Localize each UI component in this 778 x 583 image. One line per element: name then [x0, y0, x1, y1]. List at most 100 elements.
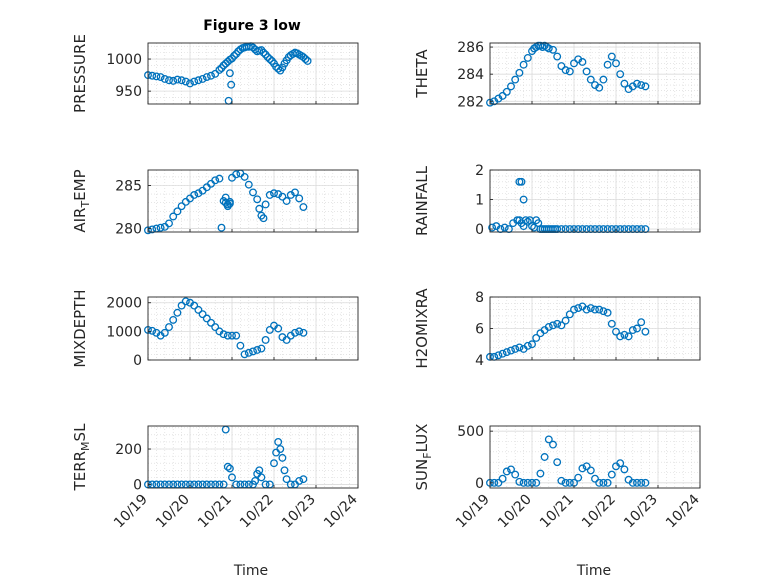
- data-point: [221, 193, 230, 202]
- data-point: [207, 318, 215, 327]
- data-point: [228, 473, 236, 482]
- data-point: [295, 194, 304, 203]
- data-point: [190, 191, 199, 199]
- data-point: [511, 345, 520, 353]
- y-tick-label: 1: [475, 193, 484, 209]
- data-point: [561, 316, 570, 325]
- y-tick-label: 200: [115, 442, 142, 458]
- data-point: [291, 328, 299, 337]
- data-point: [557, 62, 566, 70]
- data-point: [190, 77, 199, 86]
- data-point: [574, 473, 583, 482]
- data-point: [507, 346, 515, 355]
- data-point: [561, 478, 570, 487]
- plot-area: [490, 426, 700, 488]
- data-point: [249, 188, 257, 197]
- axes-box: [489, 169, 701, 233]
- data-point: [190, 301, 199, 310]
- data-point: [603, 478, 612, 487]
- subplot-mixdepth: 0 1000 2000 MIXDEPTH: [71, 289, 359, 369]
- data-point: [523, 478, 532, 487]
- data-point: [620, 465, 629, 474]
- data-point: [251, 476, 260, 485]
- data-point: [223, 331, 232, 340]
- data-point: [181, 77, 190, 86]
- subplot-air-temp: 280 285 AIRTEMP: [71, 169, 359, 238]
- x-axis-label-right: Time: [576, 563, 611, 579]
- data-point: [641, 327, 650, 336]
- data-point: [561, 66, 570, 75]
- data-point: [549, 440, 557, 449]
- data-point: [574, 304, 583, 312]
- data-point: [257, 344, 266, 353]
- data-point: [519, 478, 528, 487]
- data-point: [620, 330, 629, 339]
- y-tick-label: 2000: [106, 296, 142, 312]
- data-point: [628, 478, 637, 487]
- data-point: [595, 478, 604, 487]
- data-point: [265, 325, 274, 334]
- data-point: [570, 59, 578, 68]
- data-point: [274, 64, 283, 73]
- y-axis-label: AIRTEMP: [71, 169, 92, 232]
- data-point: [633, 478, 641, 487]
- y-tick-label: 0: [133, 353, 142, 369]
- data-point: [500, 223, 509, 232]
- data-point: [498, 474, 507, 483]
- data-point: [215, 66, 224, 74]
- y-tick-label: 280: [115, 222, 142, 238]
- y-axis-label: SUNFLUX: [413, 424, 434, 491]
- data-point: [620, 79, 629, 88]
- data-point: [202, 314, 211, 323]
- data-point: [616, 70, 625, 79]
- data-point: [586, 304, 595, 312]
- data-point: [253, 195, 262, 204]
- data-point: [528, 340, 536, 349]
- data-point: [211, 176, 220, 185]
- data-point: [586, 75, 595, 84]
- data-point: [511, 75, 520, 84]
- data-point: [536, 469, 545, 478]
- data-point: [274, 324, 283, 333]
- data-point: [633, 324, 641, 333]
- data-point: [607, 470, 616, 479]
- data-point: [515, 343, 524, 352]
- data-point: [603, 308, 612, 317]
- data-point: [578, 58, 587, 66]
- y-tick-label: 8: [475, 290, 484, 306]
- data-point: [544, 44, 553, 53]
- data-point: [586, 466, 595, 475]
- data-point: [215, 174, 224, 183]
- data-point: [544, 435, 553, 444]
- y-axis-label: PRESSURE: [71, 34, 89, 113]
- axes-box: [147, 169, 359, 233]
- data-point: [274, 437, 283, 446]
- data-point: [553, 319, 562, 328]
- data-point: [532, 334, 541, 342]
- data-point: [637, 478, 646, 487]
- data-point: [299, 328, 308, 337]
- data-point: [295, 476, 304, 485]
- data-point: [641, 82, 650, 91]
- data-point: [616, 332, 625, 341]
- data-point: [198, 310, 207, 319]
- data-point: [295, 327, 304, 336]
- data-point: [498, 349, 507, 358]
- data-point: [257, 473, 266, 482]
- plot-area: [148, 297, 358, 360]
- data-point: [225, 69, 234, 78]
- data-point: [270, 189, 278, 198]
- data-point: [181, 297, 190, 306]
- data-point: [240, 172, 249, 181]
- data-point: [628, 326, 637, 335]
- subplot-theta: 282 284 286 THETA: [413, 40, 701, 110]
- data-point: [521, 216, 530, 225]
- data-point: [202, 73, 211, 81]
- data-point: [557, 476, 566, 485]
- data-point: [249, 347, 257, 356]
- data-point: [549, 45, 557, 54]
- data-point: [160, 328, 169, 337]
- data-point: [519, 60, 528, 69]
- data-point: [165, 219, 173, 228]
